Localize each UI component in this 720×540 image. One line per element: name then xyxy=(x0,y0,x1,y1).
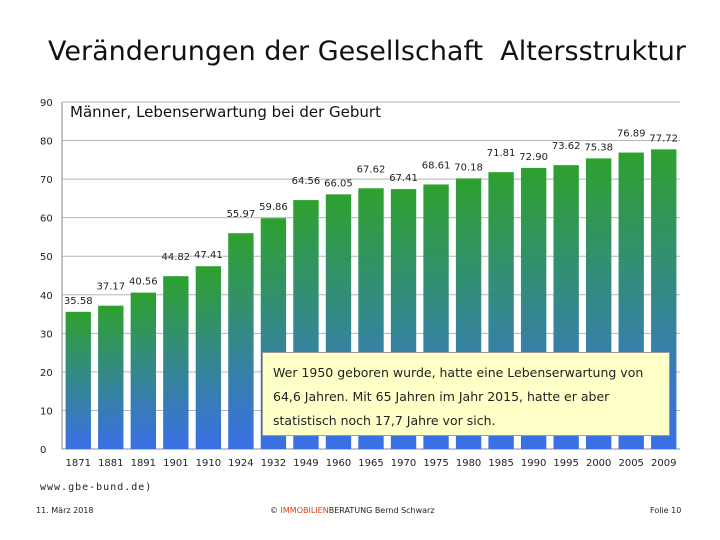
data-label: 44.82 xyxy=(162,252,191,263)
x-tick-label: 2005 xyxy=(618,458,643,469)
bar xyxy=(130,292,157,449)
x-tick-label: 1901 xyxy=(163,458,188,469)
chart-title: Männer, Lebenserwartung bei der Geburt xyxy=(70,103,381,121)
data-label: 66.05 xyxy=(324,178,353,189)
y-tick-label: 10 xyxy=(40,406,53,417)
data-label: 59.86 xyxy=(259,202,288,213)
data-label: 67.41 xyxy=(389,173,418,184)
slide-title: Veränderungen der Gesellschaft Altersstr… xyxy=(48,36,686,67)
data-label: 55.97 xyxy=(227,209,256,220)
x-tick-label: 1932 xyxy=(261,458,286,469)
data-label: 35.58 xyxy=(64,296,93,307)
data-label: 76.89 xyxy=(617,129,646,140)
x-tick-label: 1990 xyxy=(521,458,546,469)
y-tick-label: 0 xyxy=(40,445,46,456)
data-label: 68.61 xyxy=(422,160,451,171)
source-note: www.gbe-bund.de) xyxy=(40,482,153,493)
data-label: 73.62 xyxy=(552,141,581,152)
bar xyxy=(195,266,222,449)
x-tick-label: 1965 xyxy=(358,458,383,469)
data-label: 64.56 xyxy=(292,176,321,187)
bar xyxy=(228,233,254,449)
data-label: 47.41 xyxy=(194,250,223,261)
data-label: 37.17 xyxy=(96,282,125,293)
x-tick-label: 1975 xyxy=(423,458,448,469)
x-tick-label: 1985 xyxy=(488,458,513,469)
bar xyxy=(163,276,189,449)
y-tick-label: 50 xyxy=(40,252,53,263)
data-label: 75.38 xyxy=(584,142,613,153)
x-tick-label: 1960 xyxy=(326,458,351,469)
data-label: 72.90 xyxy=(519,152,548,163)
brand-accent: IMMOBILIEN xyxy=(280,506,329,515)
x-tick-label: 2000 xyxy=(586,458,611,469)
footer-date: 11. März 2018 xyxy=(36,506,94,515)
bar xyxy=(65,311,91,449)
info-callout: Wer 1950 geboren wurde, hatte eine Leben… xyxy=(262,352,670,436)
brand-rest: BERATUNG Bernd Schwarz xyxy=(328,506,435,515)
x-tick-label: 1910 xyxy=(196,458,221,469)
data-label: 40.56 xyxy=(129,277,158,288)
copyright-prefix: © xyxy=(270,506,281,515)
data-label: 71.81 xyxy=(487,148,516,159)
x-tick-label: 2009 xyxy=(651,458,676,469)
bar xyxy=(98,305,124,449)
y-tick-label: 80 xyxy=(40,137,53,148)
data-label: 77.72 xyxy=(649,133,678,144)
x-tick-label: 1891 xyxy=(131,458,156,469)
x-tick-label: 1980 xyxy=(456,458,481,469)
x-tick-label: 1924 xyxy=(228,458,253,469)
y-tick-label: 90 xyxy=(40,98,53,109)
x-tick-label: 1970 xyxy=(391,458,416,469)
y-tick-label: 40 xyxy=(40,291,53,302)
x-tick-label: 1871 xyxy=(66,458,91,469)
x-tick-label: 1949 xyxy=(293,458,318,469)
x-tick-label: 1995 xyxy=(553,458,578,469)
y-tick-label: 30 xyxy=(40,329,53,340)
data-label: 70.18 xyxy=(454,162,483,173)
y-tick-label: 60 xyxy=(40,214,53,225)
x-tick-label: 1881 xyxy=(98,458,123,469)
footer-copyright: © IMMOBILIENBERATUNG Bernd Schwarz xyxy=(270,506,435,515)
footer-page-number: Folie 10 xyxy=(650,506,682,515)
data-label: 67.62 xyxy=(357,164,386,175)
y-tick-label: 20 xyxy=(40,368,53,379)
y-tick-label: 70 xyxy=(40,175,53,186)
